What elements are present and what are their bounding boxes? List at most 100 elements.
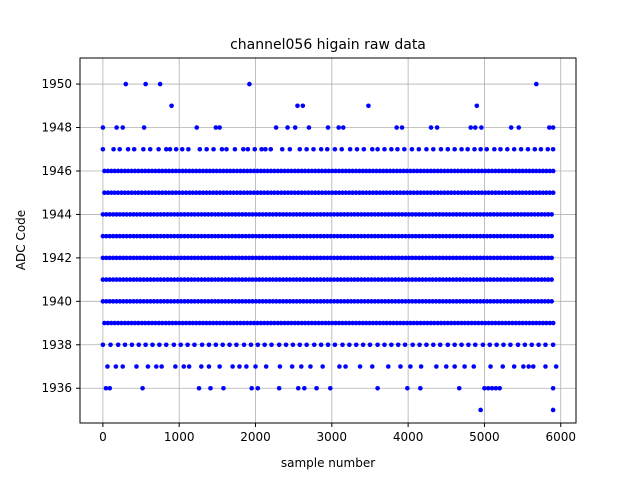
data-point	[273, 233, 279, 239]
data-point	[360, 320, 366, 326]
data-point	[516, 190, 522, 196]
data-point	[367, 168, 372, 174]
data-point	[424, 342, 429, 348]
data-point	[173, 190, 179, 196]
data-point	[481, 299, 486, 304]
data-point	[498, 255, 503, 261]
data-point	[543, 342, 548, 348]
data-point	[255, 342, 261, 348]
data-point	[433, 212, 439, 217]
data-point	[413, 233, 418, 239]
data-point	[362, 233, 367, 239]
data-point	[219, 255, 225, 261]
data-point	[182, 233, 187, 239]
data-point	[307, 233, 313, 239]
data-point	[428, 190, 434, 196]
data-point	[268, 168, 274, 174]
data-point	[511, 146, 517, 152]
data-point	[326, 320, 332, 326]
data-point	[312, 190, 318, 196]
data-point	[124, 255, 129, 261]
data-point	[100, 255, 106, 261]
data-point	[154, 233, 160, 239]
data-point	[141, 233, 146, 239]
data-point	[262, 342, 267, 348]
data-point	[440, 299, 446, 304]
data-point	[387, 168, 393, 174]
data-point	[474, 103, 480, 109]
data-point	[516, 320, 522, 326]
data-point	[450, 233, 456, 239]
data-point	[107, 255, 112, 261]
data-point	[472, 168, 478, 174]
data-point	[260, 299, 265, 304]
data-point	[379, 299, 384, 304]
data-point	[110, 233, 116, 239]
data-point	[234, 168, 240, 174]
data-point	[497, 385, 502, 391]
data-point	[163, 146, 169, 152]
data-point	[241, 168, 247, 174]
data-point	[311, 277, 316, 282]
data-point	[280, 233, 286, 239]
data-point	[508, 233, 514, 239]
data-point	[122, 320, 128, 326]
data-point	[445, 146, 451, 152]
data-point	[205, 299, 211, 304]
data-point	[146, 320, 151, 326]
data-point	[219, 299, 225, 304]
data-point	[195, 299, 201, 304]
data-point	[205, 212, 211, 217]
data-point	[100, 125, 106, 130]
data-point	[352, 212, 357, 217]
data-point	[120, 255, 126, 261]
data-point	[522, 212, 527, 217]
data-point	[536, 342, 541, 348]
data-point	[484, 212, 490, 217]
data-point	[108, 320, 114, 326]
data-point	[270, 212, 276, 217]
data-point	[365, 233, 371, 239]
data-point	[455, 190, 461, 196]
data-point	[190, 190, 196, 196]
data-point	[114, 125, 119, 130]
data-point	[318, 277, 323, 282]
data-point	[255, 320, 260, 326]
data-point	[161, 233, 167, 239]
data-point	[314, 385, 319, 391]
data-point	[294, 299, 299, 304]
data-point	[544, 168, 549, 174]
data-point	[318, 342, 324, 348]
data-point	[397, 190, 403, 196]
data-point	[430, 233, 435, 239]
data-point	[447, 255, 452, 261]
y-tick-label: 1942	[41, 251, 72, 265]
data-point	[224, 146, 229, 152]
data-point	[549, 299, 554, 304]
data-point	[481, 277, 486, 282]
data-point	[484, 255, 490, 261]
data-point	[501, 277, 507, 282]
data-point	[127, 299, 133, 304]
data-point	[226, 233, 231, 239]
data-point	[140, 385, 145, 391]
data-point	[494, 342, 499, 348]
data-point	[238, 320, 243, 326]
data-point	[277, 255, 282, 261]
data-point	[437, 342, 443, 348]
data-point	[375, 277, 381, 282]
data-point	[542, 277, 548, 282]
data-point	[237, 364, 242, 369]
data-point	[481, 212, 486, 217]
data-point	[233, 233, 238, 239]
data-point	[346, 168, 352, 174]
data-point	[462, 190, 468, 196]
data-point	[448, 168, 454, 174]
data-point	[525, 277, 531, 282]
data-point	[277, 212, 282, 217]
data-point	[289, 190, 294, 196]
data-point	[333, 190, 338, 196]
data-point	[319, 320, 325, 326]
data-point	[525, 146, 531, 152]
data-point	[457, 277, 463, 282]
